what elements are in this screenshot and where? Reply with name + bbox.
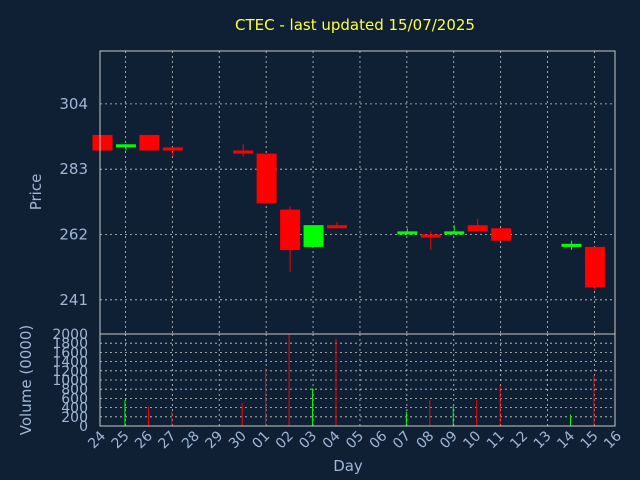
volume-grid [100, 333, 615, 427]
volume-tick-label: 800 [61, 382, 88, 398]
price-plot-frame [99, 50, 616, 335]
candle [327, 222, 347, 229]
candle [280, 206, 301, 272]
candles [92, 134, 605, 291]
candle-body [327, 225, 347, 229]
x-tick-label: 26 [132, 428, 156, 452]
price-tick-label: 283 [59, 160, 88, 178]
candle-body [139, 134, 160, 151]
x-tick-label: 27 [156, 428, 180, 452]
x-tick-label: 16 [601, 428, 625, 452]
candle-body [115, 144, 136, 148]
candle-body [467, 225, 488, 232]
x-tick-label: 03 [296, 428, 320, 452]
candle-body [584, 246, 605, 288]
x-tick-label: 06 [367, 428, 391, 452]
volume-tick-label: 1200 [52, 364, 88, 380]
price-y-ticks: 241 262 283 304 [59, 95, 88, 309]
x-tick-label: 11 [484, 428, 508, 452]
candle-body [444, 231, 465, 235]
x-tick-label: 28 [179, 428, 203, 452]
x-tick-label: 29 [202, 428, 226, 452]
candle [139, 134, 160, 151]
volume-tick-label: 1400 [52, 355, 88, 371]
candle [162, 147, 183, 157]
candle-body [162, 147, 183, 151]
candle-body [420, 234, 441, 238]
x-tick-label: 04 [320, 428, 344, 452]
volume-axis-label: Volume (0000) [17, 325, 35, 435]
volume-tick-label: 0 [79, 419, 88, 435]
price-grid [100, 51, 615, 334]
volume-tick-label: 2000 [52, 327, 88, 343]
candle [115, 144, 136, 151]
candle [256, 153, 277, 204]
candle-body [92, 134, 113, 151]
x-tick-label: 02 [273, 428, 297, 452]
candle-body [397, 231, 418, 235]
candle-body [233, 150, 254, 154]
x-tick-label: 08 [414, 428, 438, 452]
candle-body [303, 225, 324, 247]
candle-body [491, 228, 512, 241]
candle [303, 225, 324, 247]
price-axis-label: Price [27, 174, 45, 211]
volume-tick-label: 1800 [52, 336, 88, 352]
x-tick-label: 14 [554, 428, 578, 452]
volume-bars [124, 334, 595, 426]
volume-tick-label: 600 [61, 391, 88, 407]
candle-body [280, 209, 301, 251]
chart-title: CTEC - last updated 15/07/2025 [235, 16, 475, 34]
x-tick-label: 30 [226, 428, 250, 452]
candle [584, 246, 605, 291]
x-tick-label: 13 [531, 428, 555, 452]
x-tick-label: 24 [85, 428, 109, 452]
x-tick-label: 10 [460, 428, 484, 452]
candle [397, 228, 418, 235]
candle [420, 231, 441, 251]
candle-body [561, 243, 582, 247]
volume-tick-label: 400 [61, 401, 88, 417]
x-axis-label: Day [333, 457, 363, 475]
x-tick-label: 12 [507, 428, 531, 452]
volume-tick-label: 1600 [52, 345, 88, 361]
x-tick-label: 15 [578, 428, 602, 452]
x-tick-label: 07 [390, 428, 414, 452]
price-tick-label: 262 [59, 225, 88, 243]
volume-plot-frame [99, 333, 616, 427]
x-tick-label: 25 [109, 428, 133, 452]
candle [491, 228, 512, 241]
x-tick-label: 05 [343, 428, 367, 452]
x-tick-label: 01 [249, 428, 273, 452]
candle [233, 144, 254, 157]
x-ticks: 24 25 26 27 28 29 30 01 02 03 04 05 06 07 08 09 10 11 12 13… [85, 428, 625, 452]
price-tick-label: 241 [59, 291, 88, 309]
candle [92, 134, 113, 151]
candle [444, 225, 465, 235]
candle [561, 240, 582, 251]
price-panel: 241 262 283 304 Price [27, 50, 616, 335]
price-tick-label: 304 [59, 95, 88, 113]
volume-tick-label: 200 [61, 410, 88, 426]
candle-body [256, 153, 277, 204]
x-tick-label: 09 [437, 428, 461, 452]
candle [467, 218, 488, 232]
volume-tick-label: 1000 [52, 373, 88, 389]
